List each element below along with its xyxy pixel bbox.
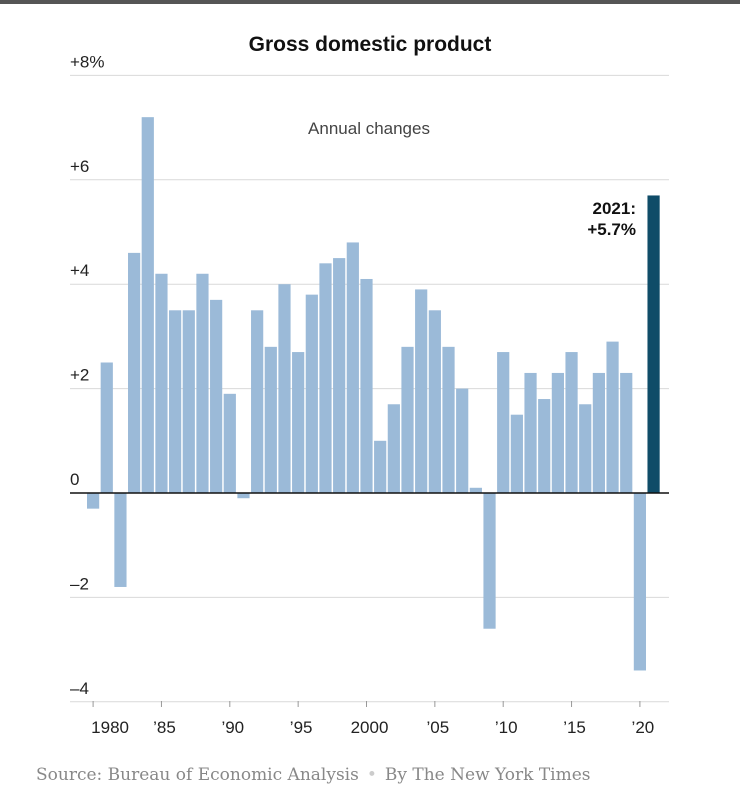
- bar-2007: [456, 388, 469, 493]
- byline: By The New York Times: [384, 765, 591, 785]
- bar-2017: [592, 372, 605, 493]
- bar-2005: [428, 310, 441, 493]
- chart-title: Gross domestic product: [248, 33, 492, 56]
- bar-1992: [251, 310, 264, 493]
- x-tick-label: ’05: [427, 718, 450, 737]
- bar-2006: [442, 346, 455, 493]
- x-tick-label: 2000: [351, 718, 389, 737]
- bar-2015: [565, 352, 578, 493]
- x-tick-label: ’20: [632, 718, 655, 737]
- bar-1996: [305, 294, 318, 493]
- source-credit: Source: Bureau of Economic Analysis: [36, 765, 359, 785]
- bar-2009: [483, 493, 496, 629]
- bar-2010: [497, 352, 510, 493]
- gdp-bar-chart: +8% +6 +4 +2 0 –2 –4 1980 ’85 ’90 ’95 2000 ’05 ’10 ’15…: [70, 52, 669, 737]
- bar-2003: [401, 346, 414, 493]
- bar-1980: [87, 493, 100, 509]
- x-tick-label: ’90: [221, 718, 244, 737]
- bar-1998: [333, 258, 346, 493]
- bar-1983: [128, 252, 141, 493]
- bar-1990: [223, 393, 236, 493]
- y-tick-label: –2: [70, 574, 89, 593]
- bar-2016: [579, 404, 592, 493]
- footer-separator: •: [366, 765, 377, 785]
- bar-1986: [169, 310, 182, 493]
- x-tick-label: ’10: [495, 718, 518, 737]
- bar-1999: [346, 242, 359, 493]
- y-tick-label: 0: [70, 470, 79, 489]
- bar-2021: [647, 195, 660, 493]
- bar-2018: [606, 341, 619, 493]
- x-tick-label: ’95: [290, 718, 313, 737]
- bar-1987: [182, 310, 195, 493]
- bar-1988: [196, 273, 209, 493]
- bar-2001: [374, 440, 387, 493]
- x-tick-label: ’85: [153, 718, 176, 737]
- top-rule: [0, 0, 740, 4]
- bar-2020: [633, 493, 646, 671]
- y-tick-label: +2: [70, 366, 89, 385]
- annotation-year: 2021:: [593, 199, 636, 218]
- y-tick-label: +8%: [70, 52, 105, 71]
- bar-2000: [360, 278, 373, 493]
- bar-1997: [319, 263, 332, 493]
- bar-1981: [100, 362, 113, 493]
- bar-1984: [141, 117, 154, 493]
- bar-2019: [620, 372, 633, 493]
- bar-2011: [510, 414, 523, 493]
- y-tick-label: –4: [70, 679, 89, 698]
- bar-2004: [415, 289, 428, 493]
- bar-2013: [538, 399, 551, 493]
- footer: Source: Bureau of Economic Analysis • By T…: [36, 765, 591, 785]
- y-tick-label: +4: [70, 261, 89, 280]
- bar-1982: [114, 493, 127, 587]
- bar-1993: [264, 346, 277, 493]
- bar-1991: [237, 493, 250, 499]
- x-tick-label: 1980: [91, 718, 129, 737]
- chart-subtitle: Annual changes: [308, 119, 430, 138]
- bar-2012: [524, 372, 537, 493]
- bar-2008: [469, 487, 482, 493]
- bar-1989: [210, 299, 223, 493]
- annotation-value: +5.7%: [587, 220, 636, 239]
- bar-2014: [551, 372, 564, 493]
- bar-1994: [278, 284, 291, 493]
- y-tick-label: +6: [70, 157, 89, 176]
- bar-2002: [387, 404, 400, 493]
- bar-1985: [155, 273, 168, 493]
- bar-1995: [292, 352, 305, 493]
- x-tick-label: ’15: [563, 718, 586, 737]
